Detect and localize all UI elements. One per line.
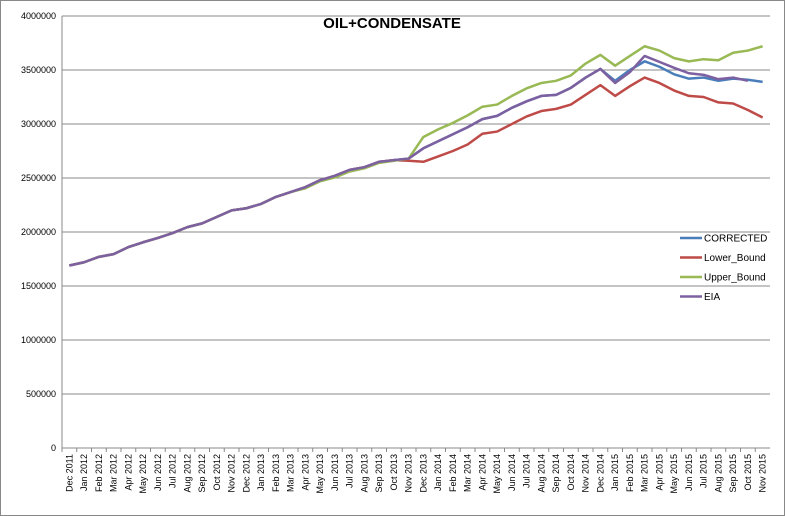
x-tick-label: Jun 2013 xyxy=(330,454,340,491)
x-tick-label: Nov 2012 xyxy=(227,454,237,493)
x-tick-label: Sep 2014 xyxy=(551,454,561,493)
x-tick-label: Feb 2012 xyxy=(94,454,104,492)
legend-label: CORRECTED xyxy=(704,234,767,245)
x-tick-label: Mar 2012 xyxy=(109,454,119,492)
x-tick-label: Aug 2012 xyxy=(182,454,192,493)
x-tick-label: Dec 2012 xyxy=(241,454,251,493)
x-tick-label: Jul 2014 xyxy=(522,454,532,488)
x-tick-label: May 2015 xyxy=(669,454,679,494)
x-tick-label: Apr 2012 xyxy=(123,454,133,491)
legend-label: Lower_Bound xyxy=(704,253,766,264)
y-tick-label: 3500000 xyxy=(21,65,56,75)
x-tick-label: Dec 2014 xyxy=(595,454,605,493)
x-tick-label: Sep 2015 xyxy=(728,454,738,493)
y-tick-label: 1000000 xyxy=(21,335,56,345)
x-tick-label: Sep 2012 xyxy=(197,454,207,493)
x-tick-label: Aug 2013 xyxy=(359,454,369,493)
x-tick-label: Jan 2013 xyxy=(256,454,266,491)
x-tick-label: May 2012 xyxy=(138,454,148,494)
x-tick-label: Oct 2014 xyxy=(566,454,576,491)
x-tick-label: Jul 2013 xyxy=(345,454,355,488)
x-tick-label: Oct 2015 xyxy=(743,454,753,491)
x-tick-label: Jun 2015 xyxy=(684,454,694,491)
x-tick-label: Oct 2012 xyxy=(212,454,222,491)
x-tick-label: Jun 2012 xyxy=(153,454,163,491)
x-tick-label: Feb 2015 xyxy=(625,454,635,492)
x-tick-label: Apr 2014 xyxy=(477,454,487,491)
x-tick-label: Jan 2015 xyxy=(610,454,620,491)
y-tick-label: 0 xyxy=(51,443,56,453)
x-tick-label: Jan 2012 xyxy=(79,454,89,491)
chart-title: OIL+CONDENSATE xyxy=(323,15,461,32)
y-tick-label: 2500000 xyxy=(21,173,56,183)
y-tick-label: 500000 xyxy=(26,389,56,399)
y-tick-label: 1500000 xyxy=(21,281,56,291)
x-tick-label: Sep 2013 xyxy=(374,454,384,493)
x-tick-label: Dec 2013 xyxy=(418,454,428,493)
y-tick-label: 2000000 xyxy=(21,227,56,237)
y-tick-label: 3000000 xyxy=(21,119,56,129)
legend-label: Upper_Bound xyxy=(704,273,766,284)
x-tick-label: Nov 2013 xyxy=(404,454,414,493)
x-tick-label: Nov 2014 xyxy=(581,454,591,493)
x-tick-label: Mar 2015 xyxy=(640,454,650,492)
x-tick-label: Mar 2014 xyxy=(463,454,473,492)
x-tick-label: Jan 2014 xyxy=(433,454,443,491)
x-tick-label: Mar 2013 xyxy=(286,454,296,492)
y-tick-label: 4000000 xyxy=(21,11,56,21)
x-tick-label: Dec 2011 xyxy=(64,454,74,492)
x-tick-label: Aug 2015 xyxy=(713,454,723,493)
x-tick-label: Jul 2012 xyxy=(168,454,178,488)
x-tick-label: Jun 2014 xyxy=(507,454,517,491)
x-tick-label: Nov 2015 xyxy=(758,454,768,493)
x-tick-label: Feb 2014 xyxy=(448,454,458,492)
x-tick-label: Apr 2013 xyxy=(300,454,310,491)
x-tick-label: May 2014 xyxy=(492,454,502,494)
x-tick-label: Jul 2015 xyxy=(699,454,709,488)
x-tick-label: May 2013 xyxy=(315,454,325,494)
x-tick-label: Feb 2013 xyxy=(271,454,281,492)
x-tick-label: Aug 2014 xyxy=(536,454,546,493)
x-tick-label: Apr 2015 xyxy=(654,454,664,491)
x-tick-label: Oct 2013 xyxy=(389,454,399,491)
legend-label: EIA xyxy=(704,292,720,303)
series-line xyxy=(69,54,749,267)
